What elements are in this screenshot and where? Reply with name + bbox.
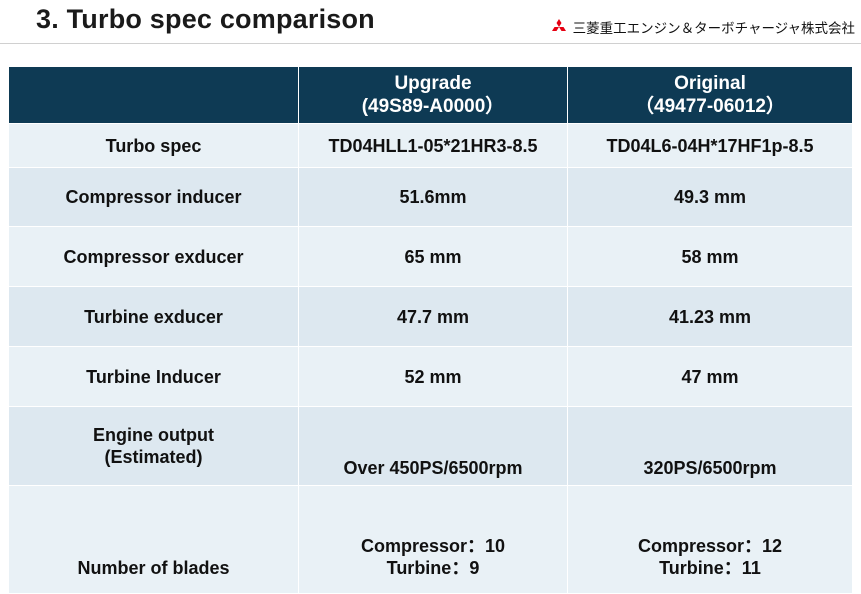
- table-row: Turbine exducer 47.7 mm 41.23 mm: [8, 286, 853, 347]
- table-row: Engine output (Estimated) Over 450PS/650…: [8, 406, 853, 486]
- header-blank-cell: [8, 66, 299, 124]
- original-value: 320PS/6500rpm: [567, 406, 853, 486]
- row-label: Turbo spec: [8, 123, 299, 168]
- spec-table: Upgrade (49S89-A0000） Original （49477-06…: [8, 66, 853, 594]
- table-row: Compressor inducer 51.6mm 49.3 mm: [8, 167, 853, 227]
- upgrade-value: TD04HLL1-05*21HR3-8.5: [298, 123, 568, 168]
- row-label: Number of blades: [8, 485, 299, 594]
- original-value: Compressor：12 Turbine：11: [567, 485, 853, 594]
- upgrade-value-line: Compressor：10: [360, 536, 506, 556]
- row-label: Compressor exducer: [8, 226, 299, 287]
- upgrade-value: 52 mm: [298, 346, 568, 407]
- row-label-line: (Estimated): [104, 447, 203, 467]
- original-value-line: Compressor：12: [637, 536, 783, 556]
- table-row: Turbo spec TD04HLL1-05*21HR3-8.5 TD04L6-…: [8, 123, 853, 168]
- header-original-name: Original: [674, 73, 746, 94]
- original-value: 58 mm: [567, 226, 853, 287]
- row-label: Engine output (Estimated): [8, 406, 299, 486]
- upgrade-value-line: Turbine：9: [386, 558, 480, 578]
- upgrade-value: 51.6mm: [298, 167, 568, 227]
- company-logo: 三菱重工エンジン＆ターボチャージャ株式会社: [550, 17, 855, 37]
- original-value: 47 mm: [567, 346, 853, 407]
- header-upgrade-part: (49S89-A0000）: [361, 96, 505, 117]
- table-row: Compressor exducer 65 mm 58 mm: [8, 226, 853, 287]
- upgrade-value: 65 mm: [298, 226, 568, 287]
- upgrade-value: 47.7 mm: [298, 286, 568, 347]
- row-label: Turbine exducer: [8, 286, 299, 347]
- header-upgrade: Upgrade (49S89-A0000）: [298, 66, 568, 124]
- original-value: 49.3 mm: [567, 167, 853, 227]
- original-value: TD04L6-04H*17HF1p-8.5: [567, 123, 853, 168]
- table-row: Number of blades Compressor：10 Turbine：9…: [8, 485, 853, 594]
- header-original-part: （49477-06012）: [635, 96, 785, 117]
- original-value: 41.23 mm: [567, 286, 853, 347]
- row-label-line: Engine output: [93, 425, 214, 445]
- header-upgrade-name: Upgrade: [394, 73, 472, 94]
- upgrade-value: Compressor：10 Turbine：9: [298, 485, 568, 594]
- three-diamonds-icon: [551, 19, 566, 31]
- original-value-line: Turbine：11: [659, 558, 761, 578]
- page-title: 3. Turbo spec comparison: [36, 4, 375, 34]
- table-row: Turbine Inducer 52 mm 47 mm: [8, 346, 853, 407]
- row-label: Turbine Inducer: [8, 346, 299, 407]
- header-divider: [0, 43, 861, 44]
- company-name: 三菱重工エンジン＆ターボチャージャ株式会社: [572, 21, 855, 37]
- row-label: Compressor inducer: [8, 167, 299, 227]
- upgrade-value: Over 450PS/6500rpm: [298, 406, 568, 486]
- header-original: Original （49477-06012）: [567, 66, 853, 124]
- table-header-row: Upgrade (49S89-A0000） Original （49477-06…: [8, 66, 853, 124]
